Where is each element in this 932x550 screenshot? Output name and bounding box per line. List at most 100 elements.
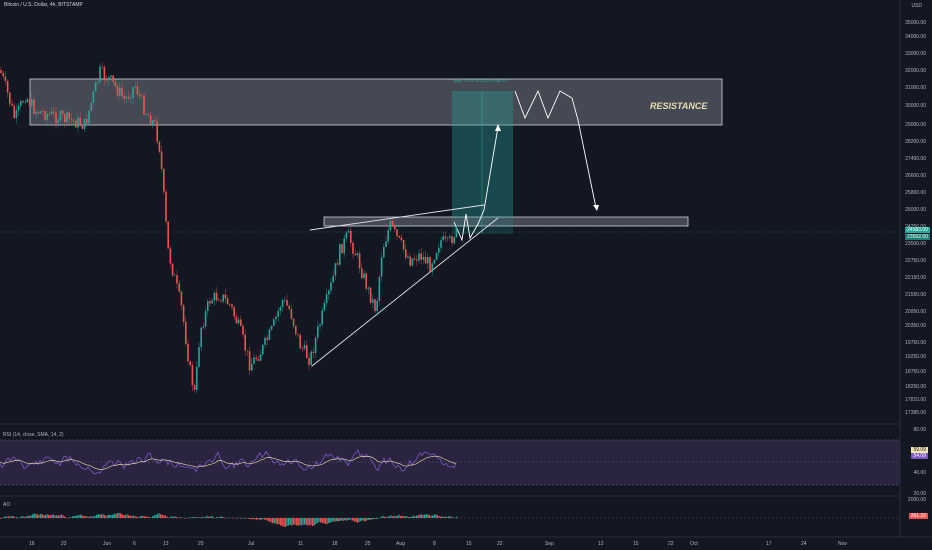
ao-bar bbox=[316, 518, 319, 523]
candle-body bbox=[211, 300, 213, 304]
ao-bar bbox=[137, 517, 139, 518]
currency-label[interactable]: USD bbox=[911, 3, 922, 9]
ao-bar bbox=[209, 516, 211, 518]
price-tick: 34000.00 bbox=[905, 34, 926, 40]
candle-body bbox=[253, 357, 255, 364]
candle-body bbox=[233, 307, 235, 317]
candle-body bbox=[255, 357, 257, 360]
ao-bar bbox=[440, 516, 442, 518]
candle-body bbox=[77, 117, 79, 128]
ao-bar bbox=[278, 518, 280, 525]
ao-bar bbox=[216, 517, 218, 518]
price-tick: 22150.00 bbox=[905, 275, 926, 281]
ao-bar bbox=[376, 518, 378, 519]
ao-bar bbox=[195, 516, 197, 518]
candle-body bbox=[103, 66, 106, 79]
ao-bar bbox=[262, 518, 264, 520]
ao-bar bbox=[171, 516, 173, 518]
resistance-zone[interactable] bbox=[29, 78, 723, 126]
ao-bar bbox=[9, 516, 11, 518]
ao-bar bbox=[88, 516, 90, 518]
ao-bar bbox=[331, 518, 333, 522]
ao-bar bbox=[80, 514, 82, 518]
support-zone[interactable] bbox=[323, 216, 689, 227]
candle-body bbox=[279, 307, 282, 311]
candle-body bbox=[407, 256, 409, 258]
candle-body bbox=[435, 252, 438, 260]
candle-body bbox=[275, 316, 277, 320]
position-profit-zone[interactable] bbox=[452, 91, 513, 217]
ao-bar bbox=[345, 518, 347, 521]
candle-body bbox=[418, 253, 420, 261]
ao-bar bbox=[308, 518, 311, 525]
candle-body bbox=[405, 249, 407, 258]
ao-bar bbox=[321, 518, 323, 523]
ao-bar bbox=[441, 516, 443, 518]
ao-indicator-label[interactable]: AO bbox=[3, 502, 11, 508]
ao-bar bbox=[198, 517, 200, 518]
candle-body bbox=[99, 66, 101, 82]
price-tick: 22750.00 bbox=[905, 258, 926, 264]
ao-bar bbox=[60, 514, 63, 518]
date-tick: 22 bbox=[668, 541, 674, 547]
ao-bar bbox=[174, 516, 176, 518]
ao-bar bbox=[371, 518, 373, 520]
ao-bar bbox=[148, 517, 151, 518]
candle-body bbox=[174, 275, 176, 276]
projection-path-down[interactable] bbox=[514, 89, 597, 209]
ao-bar bbox=[190, 517, 192, 518]
ao-bar bbox=[358, 518, 360, 522]
candle-body bbox=[321, 310, 323, 325]
candle-body bbox=[207, 301, 209, 311]
ao-bar bbox=[78, 515, 80, 518]
candle-body bbox=[121, 87, 123, 96]
candle-body bbox=[149, 115, 152, 125]
candle-body bbox=[24, 102, 26, 103]
ao-bar bbox=[6, 516, 8, 518]
ao-bar bbox=[136, 516, 138, 518]
candle-body bbox=[222, 294, 224, 302]
ao-bar bbox=[259, 518, 261, 521]
candle-body bbox=[270, 325, 273, 330]
date-tick: 22 bbox=[497, 541, 503, 547]
ao-bar bbox=[340, 518, 343, 521]
ao-bar bbox=[219, 516, 221, 518]
candle-body bbox=[2, 72, 4, 77]
ao-bar bbox=[356, 518, 359, 523]
ao-bar bbox=[156, 513, 159, 518]
candle-body bbox=[112, 75, 114, 82]
price-tick: 20950.00 bbox=[905, 309, 926, 315]
ao-bar bbox=[59, 515, 61, 518]
ao-bar bbox=[363, 518, 365, 521]
rising-support-line[interactable] bbox=[311, 217, 499, 367]
symbol-title[interactable]: Bitcoin / U.S. Dollar, 4h, BITSTAMP bbox=[4, 2, 83, 8]
candle-body bbox=[105, 78, 108, 81]
rsi-indicator-label[interactable]: RSI (14, close, SMA, 14, 2) bbox=[3, 432, 64, 438]
date-tick: 13 bbox=[163, 541, 169, 547]
candle-body bbox=[281, 300, 284, 308]
upper-trend-line[interactable] bbox=[309, 204, 485, 231]
ao-bar bbox=[249, 518, 251, 519]
ao-bar bbox=[268, 518, 271, 522]
candle-body bbox=[229, 304, 231, 305]
ao-bar bbox=[256, 518, 258, 520]
candle-body bbox=[33, 99, 35, 114]
projection-path-up[interactable] bbox=[453, 126, 499, 242]
candle-body bbox=[154, 120, 156, 122]
date-tick: 18 bbox=[332, 541, 338, 547]
candle-body bbox=[86, 119, 88, 124]
ao-bar bbox=[176, 517, 178, 518]
candle-body bbox=[262, 344, 264, 355]
ao-bar bbox=[96, 515, 98, 518]
candle-body bbox=[176, 275, 178, 284]
ao-level: 2000.00 bbox=[907, 497, 926, 503]
rsi-line bbox=[0, 448, 457, 475]
ao-bar bbox=[49, 515, 51, 518]
candle-body bbox=[341, 244, 343, 254]
candle-body bbox=[350, 230, 352, 243]
ao-bar bbox=[433, 514, 435, 518]
ao-bar bbox=[312, 518, 314, 526]
ao-bar bbox=[438, 516, 440, 518]
ao-bar bbox=[272, 518, 274, 524]
